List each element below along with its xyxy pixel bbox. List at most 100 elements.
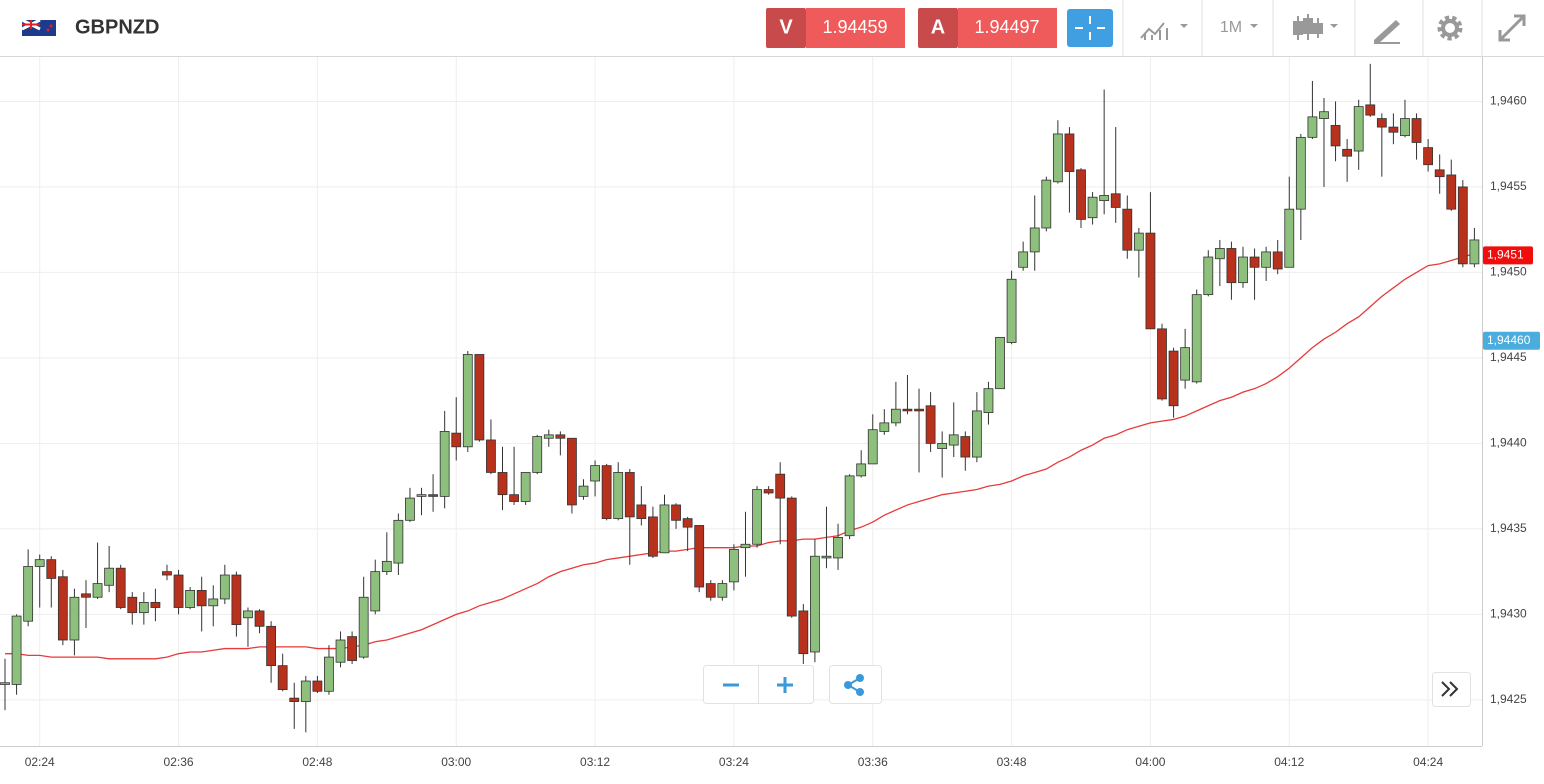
candle-body	[983, 388, 994, 414]
share-button[interactable]	[829, 665, 882, 704]
price-tag-label: 1,9451	[1487, 247, 1524, 261]
candle-body	[138, 601, 149, 614]
candle-body	[115, 567, 126, 608]
candle-body	[636, 504, 647, 520]
candle-body	[1272, 251, 1283, 270]
candle-body	[81, 593, 91, 598]
candle-body	[208, 598, 219, 607]
candle-body	[1191, 294, 1202, 383]
draw-button[interactable]	[1374, 20, 1400, 44]
candle-body	[439, 431, 450, 497]
candle-body	[104, 567, 115, 586]
candle-body	[671, 504, 681, 521]
candle-body	[971, 410, 982, 458]
candle-body	[462, 354, 473, 448]
candle-body	[1180, 347, 1191, 381]
scroll-right-button[interactable]	[1432, 672, 1471, 707]
y-tick-label: 1,9450	[1490, 265, 1527, 279]
candle-body	[613, 472, 624, 520]
candle-body	[497, 472, 508, 496]
fullscreen-button[interactable]	[1498, 14, 1526, 42]
candle-body	[173, 574, 184, 608]
candle-body	[1411, 118, 1422, 143]
candle-body	[1099, 195, 1110, 202]
candle-body	[266, 625, 277, 667]
settings-button[interactable]	[1437, 15, 1463, 41]
candle-body	[1145, 232, 1156, 330]
candle-body	[162, 571, 172, 576]
candle-body	[347, 636, 358, 661]
candle-body	[1400, 118, 1410, 137]
candle-body	[1457, 186, 1468, 265]
candle-body	[1122, 208, 1133, 251]
candle-body	[1388, 126, 1399, 133]
candle-body	[1029, 227, 1040, 253]
candle-body	[405, 497, 415, 521]
candle-body	[92, 583, 103, 598]
candle-body	[763, 489, 774, 494]
ask-label: A	[931, 16, 945, 38]
candle-body	[694, 525, 705, 588]
x-tick-label: 03:12	[580, 755, 610, 769]
candle-body	[786, 497, 797, 617]
candle-body	[960, 436, 971, 458]
candle-body	[358, 596, 369, 658]
candle-body	[1203, 256, 1214, 296]
bid-button[interactable]: V 1.94459	[766, 8, 905, 48]
candle-body	[844, 475, 855, 537]
candle-body	[937, 442, 948, 449]
candle-body	[995, 336, 1005, 390]
candle-body	[682, 518, 693, 528]
ask-button[interactable]: A 1.94497	[918, 8, 1057, 48]
candle-body	[1434, 169, 1445, 178]
candle-body	[1295, 136, 1306, 210]
candle-body	[289, 697, 300, 702]
candle-type-button[interactable]	[1293, 14, 1338, 40]
candle-body	[451, 432, 462, 448]
candle-body	[1261, 251, 1272, 268]
bid-price: 1.94459	[822, 17, 887, 37]
x-tick-label: 04:24	[1413, 755, 1443, 769]
price-tag-label: 1,94460	[1487, 333, 1531, 347]
x-tick-label: 02:36	[164, 755, 194, 769]
candle-body	[231, 574, 242, 626]
candle-body	[1365, 104, 1376, 116]
chart-type-button[interactable]	[1140, 22, 1188, 40]
candle-body	[1076, 169, 1086, 220]
candle-body	[856, 463, 867, 477]
crosshair-button[interactable]	[1067, 9, 1113, 47]
candle-body	[624, 472, 635, 518]
candle-body	[659, 504, 670, 554]
candle-body	[1353, 106, 1364, 152]
zoom-in[interactable]	[777, 677, 793, 693]
candle-body	[428, 494, 438, 497]
candle-body	[23, 566, 34, 622]
zoom-controls	[703, 665, 814, 704]
candle-body	[1330, 124, 1341, 147]
x-tick-label: 03:00	[441, 755, 471, 769]
moving-average-layer	[5, 252, 1475, 660]
toolbar-separators	[1122, 0, 1483, 56]
x-tick-label: 03:24	[719, 755, 749, 769]
timeframe: 1M	[1220, 19, 1242, 36]
price-tag	[1483, 246, 1533, 265]
candle-body	[798, 610, 809, 655]
candle-body	[590, 465, 600, 482]
y-tick-label: 1,9445	[1490, 350, 1527, 364]
candle-body	[1423, 147, 1434, 166]
x-tick-label: 02:24	[25, 755, 55, 769]
candle-body	[335, 639, 346, 663]
candle-body	[1087, 196, 1098, 219]
timeframe-button[interactable]: 1M	[1220, 19, 1258, 36]
candle-body	[1284, 208, 1295, 268]
candle-body	[243, 610, 253, 619]
candle-body	[254, 610, 265, 627]
candle-body	[914, 408, 924, 412]
bid-label: V	[779, 16, 793, 38]
candle-body	[729, 548, 739, 583]
candle-body	[57, 576, 68, 641]
moving-average	[5, 252, 1475, 660]
candle-body	[925, 405, 936, 444]
candle-body	[370, 571, 381, 612]
